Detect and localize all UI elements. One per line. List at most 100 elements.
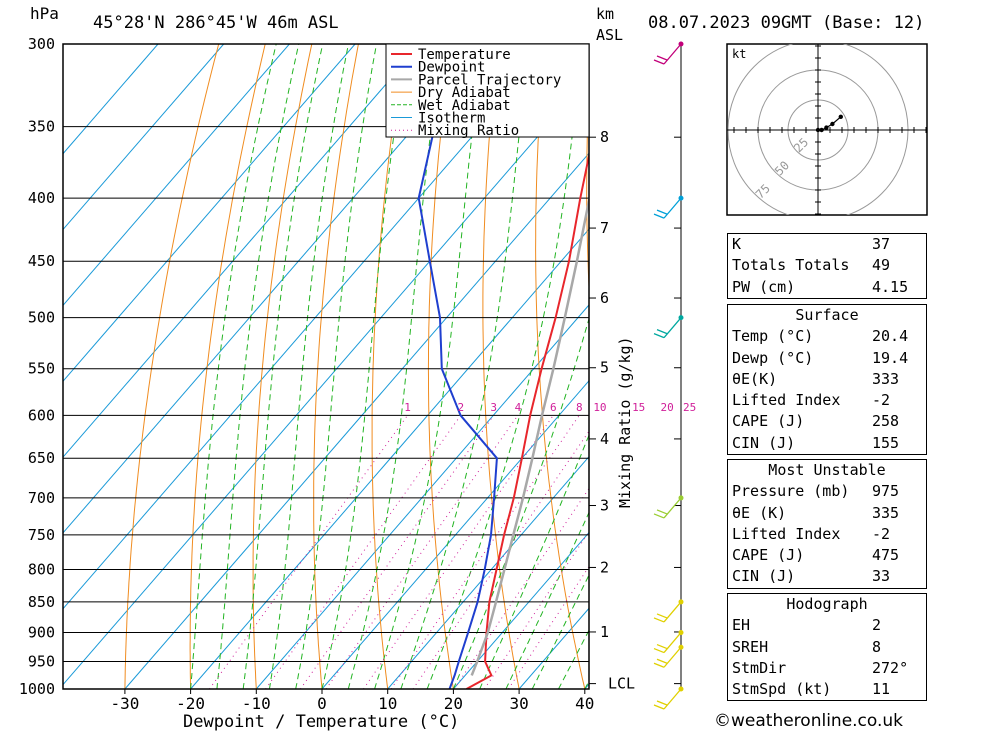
pressure-tick-label: 900 xyxy=(28,624,55,642)
dry-adiabat-line xyxy=(124,44,220,689)
surface-title: Surface xyxy=(795,306,859,324)
pressure-tick-label: 700 xyxy=(28,489,55,507)
index-table-top: K 37 Totals Totals 49 PW (cm) 4.15 xyxy=(727,233,927,299)
wind-barb xyxy=(653,497,682,519)
most-unstable-table: Most Unstable Pressure (mb) 975 θE (K) 335… xyxy=(727,459,927,589)
isotherm-line xyxy=(63,44,159,155)
hodo-row-sreh: SREH 8 xyxy=(732,637,882,656)
temperature-tick-label: 30 xyxy=(509,694,528,713)
hodo-row-stmspd: StmSpd (kt) 11 xyxy=(732,680,891,699)
pressure-tick-label: 450 xyxy=(28,252,55,270)
pressure-tick-label: 650 xyxy=(28,449,55,467)
wet-adiabat-line xyxy=(505,511,589,689)
wet-adiabat-line xyxy=(190,44,277,689)
surface-row-dewp: Dewp (°C) 19.4 xyxy=(732,348,909,367)
dewpoint-line xyxy=(417,44,498,689)
legend-entry: Parcel Trajectory xyxy=(418,72,561,88)
wet-adiabat-line xyxy=(479,433,589,689)
temperature-tick-label: 40 xyxy=(575,694,594,713)
dry-adiabat-line xyxy=(636,44,716,689)
km-tick-label: 5 xyxy=(600,359,609,377)
isotherm-line xyxy=(63,44,356,382)
surface-row-thetae: θE(K) 333 xyxy=(732,369,900,388)
dry-adiabat-line xyxy=(917,44,1000,689)
isotherm-line xyxy=(190,228,589,689)
km-tick-label: 2 xyxy=(600,558,609,576)
parcel-trajectory-line xyxy=(470,193,589,676)
isotherm-line xyxy=(63,44,487,534)
mixing-ratio-label: 15 xyxy=(632,401,645,414)
mixing-ratio-axis-label: Mixing Ratio (g/kg) xyxy=(616,336,634,508)
isotherm-line xyxy=(255,304,589,689)
mu-row-cape: CAPE (J) 475 xyxy=(732,546,900,565)
wet-adiabat-line xyxy=(452,316,589,689)
dry-adiabat-line xyxy=(964,44,1000,689)
isotherm-line xyxy=(387,455,589,689)
legend-entry: Isotherm xyxy=(418,111,485,127)
sounding-profiles xyxy=(417,44,589,689)
mixing-ratio-label: 6 xyxy=(550,401,557,414)
asl-label: ASL xyxy=(596,26,623,44)
surface-table: Surface Temp (°C) 20.4 Dewp (°C) 19.4 θE(K… xyxy=(727,304,927,456)
pressure-tick-label: 350 xyxy=(28,118,55,136)
hodo-row-eh: EH 2 xyxy=(732,616,882,635)
isotherm-line xyxy=(321,380,589,689)
index-row-k: K 37 xyxy=(732,235,891,253)
pressure-tick-label: 300 xyxy=(28,35,55,53)
dry-adiabat-line xyxy=(371,44,406,689)
pressure-tick-label: 1000 xyxy=(19,680,55,698)
mixing-ratio-line xyxy=(209,415,409,689)
temperature-line xyxy=(466,150,589,689)
legend-entry: Dewpoint xyxy=(418,60,485,76)
mixing-ratio-label: 20 xyxy=(660,401,673,414)
wind-barb xyxy=(653,197,682,219)
mu-row-thetae: θE (K) 335 xyxy=(732,503,900,522)
index-row-pw: PW (cm) 4.15 xyxy=(732,277,909,296)
mixing-ratio-line xyxy=(507,565,589,689)
hodograph-point xyxy=(819,127,824,133)
pressure-tick-label: 400 xyxy=(28,189,55,207)
pressure-tick-label: 800 xyxy=(28,560,55,578)
wind-barb xyxy=(653,601,682,623)
km-label: km xyxy=(596,5,614,23)
isotherm-line xyxy=(453,531,589,689)
mu-row-li: Lifted Index -2 xyxy=(732,524,891,543)
hodograph-point xyxy=(824,125,829,130)
wind-barb xyxy=(653,688,682,710)
hodograph-table: Hodograph EH 2 SREH 8 StmDir 272° StmSpd (k… xyxy=(727,593,927,702)
hodograph-title: Hodograph xyxy=(786,595,868,613)
pressure-tick-label: 850 xyxy=(28,593,55,611)
mixing-ratio-label: 3 xyxy=(490,401,497,414)
pressure-tick-label: 750 xyxy=(28,526,55,544)
temperature-tick-label: -20 xyxy=(176,694,205,713)
mixing-ratio-label: 1 xyxy=(404,401,411,414)
wind-barb xyxy=(653,646,682,668)
isotherm-line xyxy=(63,44,225,231)
wind-barb xyxy=(653,43,682,65)
temperature-tick-label: -30 xyxy=(110,694,139,713)
most-unstable-title: Most Unstable xyxy=(768,461,886,479)
mixing-ratio-line xyxy=(265,415,462,689)
hodograph-point xyxy=(830,121,835,127)
axes: 3003504004505005506006507007508008509009… xyxy=(19,35,696,713)
plot-frame xyxy=(62,43,590,690)
hodograph-point xyxy=(838,114,843,120)
km-tick-label: 1 xyxy=(600,623,609,641)
dry-adiabat-line xyxy=(586,76,589,296)
mu-row-pressure: Pressure (mb) 975 xyxy=(732,482,900,501)
dry-adiabat-line xyxy=(482,44,520,689)
wet-adiabat-line xyxy=(216,44,300,689)
mu-row-cin: CIN (J) 33 xyxy=(732,567,891,586)
wind-barbs xyxy=(653,41,684,710)
mixing-ratio-label: 8 xyxy=(576,401,583,414)
wind-barb xyxy=(653,632,682,654)
surface-row-li: Lifted Index -2 xyxy=(732,391,891,410)
mixing-ratio-label: 25 xyxy=(683,401,696,414)
mixing-ratio-line xyxy=(299,415,495,689)
hodograph-unit-label: kt xyxy=(732,47,746,61)
copyright[interactable]: ©weatheronline.co.uk xyxy=(714,711,904,731)
